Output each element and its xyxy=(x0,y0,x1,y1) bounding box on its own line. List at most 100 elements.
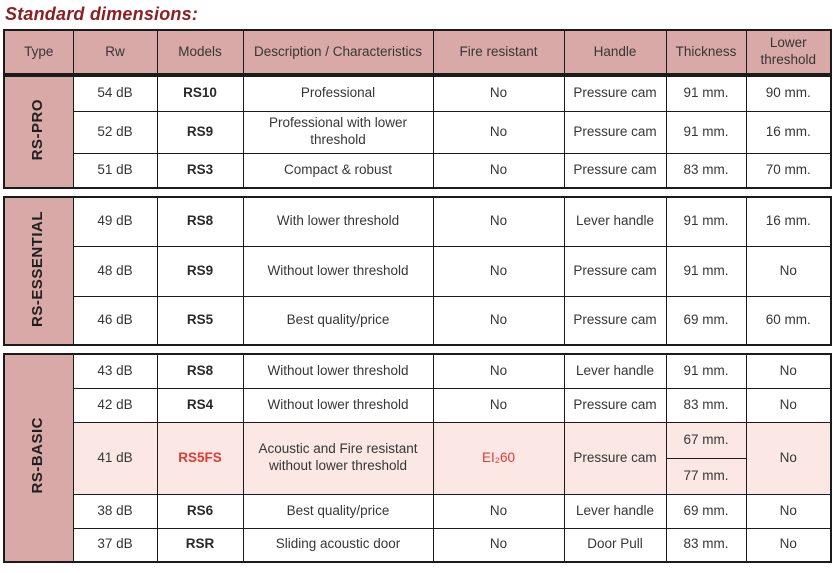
cell-rw: 42 dB xyxy=(72,387,158,423)
table-row: 46 dB RS5 Best quality/price No Pressure… xyxy=(4,295,832,346)
cell-description: Acoustic and Fire resistant without lowe… xyxy=(242,421,434,495)
cell-lower-threshold: 90 mm. xyxy=(745,75,832,112)
cell-lower-threshold: 16 mm. xyxy=(745,110,832,154)
cell-lower-threshold: No xyxy=(745,421,832,495)
cell-description: Professional with lower threshold xyxy=(242,110,434,154)
cell-fire-resistant: No xyxy=(432,353,565,389)
cell-handle: Lever handle xyxy=(563,196,667,247)
group-label-rs-pro: RS-PRO xyxy=(3,75,74,189)
group-label-rs-essential: RS-ESSENTIAL xyxy=(3,196,74,346)
cell-lower-threshold: 60 mm. xyxy=(745,295,832,346)
cell-rw: 51 dB xyxy=(72,152,158,189)
group-section-rs-basic: RS-BASIC 43 dB RS8 Without lower thresho… xyxy=(3,353,832,563)
cell-model: RS4 xyxy=(156,387,244,423)
cell-rw: 48 dB xyxy=(72,245,158,297)
cell-rw: 54 dB xyxy=(72,75,158,112)
cell-description: Compact & robust xyxy=(242,152,434,189)
cell-fire-resistant: No xyxy=(432,75,565,112)
cell-model: RS3 xyxy=(156,152,244,189)
header-row: Type Rw Models Description / Characteris… xyxy=(3,29,832,75)
cell-handle: Pressure cam xyxy=(563,110,667,154)
standard-dimensions-header-table: Type Rw Models Description / Characteris… xyxy=(3,29,832,75)
cell-lower-threshold: No xyxy=(745,493,832,529)
table-row: RS-ESSENTIAL 49 dB RS8 With lower thresh… xyxy=(3,196,832,346)
cell-description: Without lower threshold xyxy=(242,353,434,389)
cell-model: RS6 xyxy=(156,493,244,529)
group-label-text: RS-BASIC xyxy=(29,417,47,494)
cell-description: Without lower threshold xyxy=(242,387,434,423)
cell-lower-threshold: 16 mm. xyxy=(745,196,832,247)
cell-rw: 46 dB xyxy=(72,295,158,346)
cell-rw: 52 dB xyxy=(72,110,158,154)
cell-fire-resistant: No xyxy=(432,196,565,247)
col-header-thickness: Thickness xyxy=(665,29,747,75)
cell-lower-threshold: No xyxy=(745,527,832,563)
cell-lower-threshold: No xyxy=(745,353,832,389)
table-row: RS-PRO 54 dB RS10 Professional No Pressu… xyxy=(3,75,832,189)
page-title: Standard dimensions: xyxy=(5,4,199,24)
cell-fire-resistant: No xyxy=(432,527,565,563)
cell-handle: Pressure cam xyxy=(563,295,667,346)
cell-model: RS5 xyxy=(156,295,244,346)
cell-handle: Lever handle xyxy=(563,493,667,529)
cell-lower-threshold: No xyxy=(745,387,832,423)
cell-handle: Pressure cam xyxy=(563,75,667,112)
table-row: RS-BASIC 43 dB RS8 Without lower thresho… xyxy=(3,353,832,563)
group-label-text: RS-ESSENTIAL xyxy=(29,210,47,327)
cell-rw: 37 dB xyxy=(72,527,158,563)
cell-model: RS8 xyxy=(156,353,244,389)
cell-description: With lower threshold xyxy=(242,196,434,247)
group-section-rs-essential: RS-ESSENTIAL 49 dB RS8 With lower thresh… xyxy=(3,196,832,346)
cell-handle: Lever handle xyxy=(563,353,667,389)
cell-rw: 49 dB xyxy=(72,196,158,247)
cell-thickness-upper: 67 mm. xyxy=(665,421,747,459)
cell-handle: Pressure cam xyxy=(563,245,667,297)
cell-model: RS5FS xyxy=(156,421,244,495)
cell-thickness: 83 mm. xyxy=(665,152,747,189)
cell-thickness: 69 mm. xyxy=(665,493,747,529)
col-header-models: Models xyxy=(156,29,244,75)
cell-rw: 43 dB xyxy=(72,353,158,389)
cell-fire-resistant: No xyxy=(432,387,565,423)
col-header-lower-threshold: Lower threshold xyxy=(745,29,832,75)
cell-thickness: 69 mm. xyxy=(665,295,747,346)
cell-thickness: 83 mm. xyxy=(665,387,747,423)
group-section-rs-pro: RS-PRO 54 dB RS10 Professional No Pressu… xyxy=(3,75,832,189)
cell-handle: Pressure cam xyxy=(563,387,667,423)
cell-handle: Pressure cam xyxy=(563,152,667,189)
cell-fire-resistant: No xyxy=(432,245,565,297)
cell-model: RS10 xyxy=(156,75,244,112)
cell-description: Best quality/price xyxy=(242,493,434,529)
col-header-type: Type xyxy=(3,29,74,75)
cell-description: Sliding acoustic door xyxy=(242,527,434,563)
table-row: 51 dB RS3 Compact & robust No Pressure c… xyxy=(4,152,832,189)
table-row-highlighted: 77 mm. xyxy=(4,457,831,495)
col-header-rw: Rw xyxy=(72,29,158,75)
cell-thickness: 83 mm. xyxy=(665,527,747,563)
table-row: 52 dB RS9 Professional with lower thresh… xyxy=(4,110,832,154)
cell-description: Professional xyxy=(242,75,434,112)
cell-thickness: 91 mm. xyxy=(665,353,747,389)
cell-thickness: 91 mm. xyxy=(665,110,747,154)
cell-model: RSR xyxy=(156,527,244,563)
cell-fire-resistant: No xyxy=(432,152,565,189)
table-row: 42 dB RS4 Without lower threshold No Pre… xyxy=(4,387,832,423)
cell-fire-resistant: No xyxy=(432,295,565,346)
group-label-text: RS-PRO xyxy=(29,98,47,161)
cell-model: RS9 xyxy=(156,245,244,297)
cell-rw: 38 dB xyxy=(72,493,158,529)
cell-thickness: 91 mm. xyxy=(665,245,747,297)
col-header-fire-resistant: Fire resistant xyxy=(432,29,565,75)
cell-fire-resistant: No xyxy=(432,493,565,529)
cell-description: Without lower threshold xyxy=(242,245,434,297)
cell-thickness: 91 mm. xyxy=(665,196,747,247)
cell-thickness: 91 mm. xyxy=(665,75,747,112)
cell-model: RS9 xyxy=(156,110,244,154)
cell-handle: Pressure cam xyxy=(563,421,667,495)
col-header-description: Description / Characteristics xyxy=(242,29,434,75)
table-row: 48 dB RS9 Without lower threshold No Pre… xyxy=(4,245,832,297)
cell-handle: Door Pull xyxy=(563,527,667,563)
table-row-highlighted: 41 dB RS5FS Acoustic and Fire resistant … xyxy=(4,421,832,495)
cell-fire-resistant: No xyxy=(432,110,565,154)
